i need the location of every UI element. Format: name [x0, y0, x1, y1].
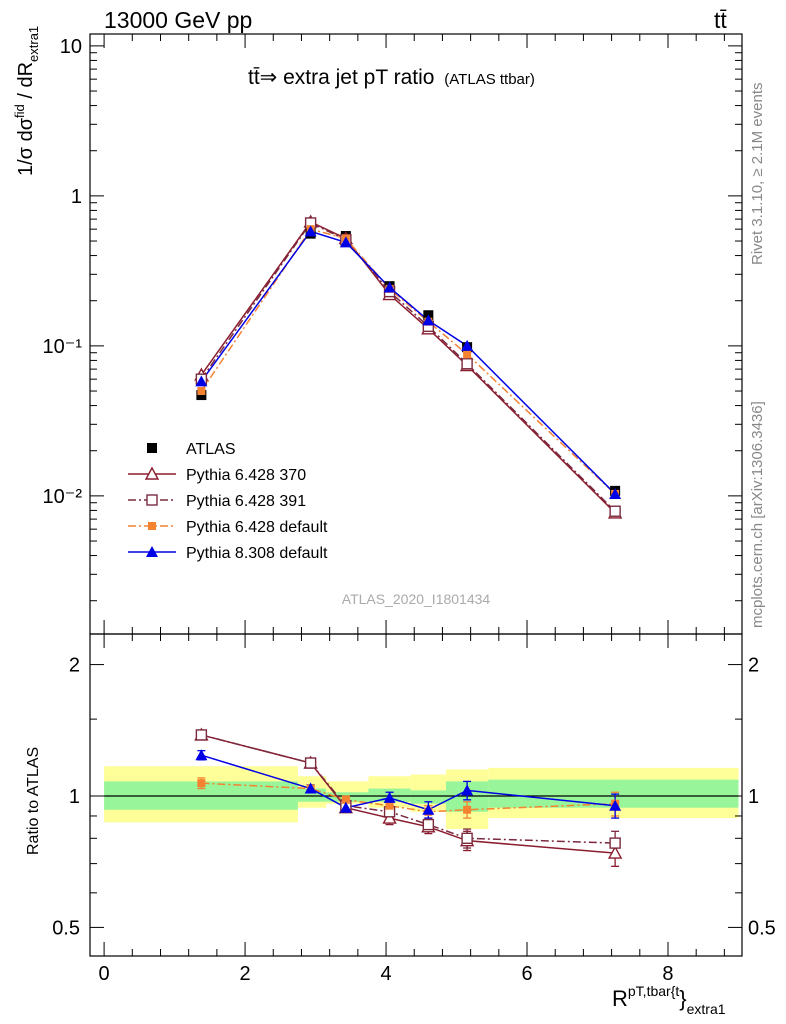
main-data-point: [339, 236, 352, 248]
ratio-bands: [104, 766, 739, 830]
main-y-tick-label: 10⁻²: [43, 486, 83, 508]
ratio-ticks: 0.5 0.5 1 1 2 2 0 2 4 6 8: [52, 634, 776, 985]
ratio-x-label: RpT,tbar{t}extra1: [612, 983, 726, 1017]
main-panel: 10⁻² 10⁻¹ 1 10 tt̄⇒ extra jet pT ratio (ATL…: [12, 26, 743, 635]
ratio-data-point: [461, 784, 474, 796]
main-y-label-sup: fid: [12, 104, 27, 118]
ratio-data-point: [304, 757, 317, 769]
ratio-band-inner: [410, 790, 446, 804]
ratio-x-tick-label: 0: [99, 963, 110, 985]
main-data-point: [463, 350, 472, 359]
ratio-frame: [89, 633, 743, 957]
legend-marker: [148, 522, 156, 530]
main-y-tick-label: 10: [60, 36, 82, 58]
legend-label: Pythia 8.308 default: [186, 545, 328, 562]
main-series-line: [200, 228, 616, 495]
ratio-x-tick-label: 4: [380, 963, 391, 985]
main-data-point: [195, 375, 208, 387]
main-y-label-part: 1/σ dσ: [15, 117, 37, 176]
chart-title: tt̄⇒ extra jet pT ratio (ATLAS ttbar): [248, 66, 535, 89]
ratio-x-tick-label: 6: [521, 963, 532, 985]
ratio-data-point: [341, 795, 350, 804]
x-label-r: R: [612, 986, 628, 1011]
main-y-label-rest: / dR: [15, 62, 37, 104]
ratio-data-point: [382, 810, 397, 824]
main-y-tick-label: 10⁻¹: [43, 336, 83, 358]
ratio-x-tick-label: 8: [662, 963, 673, 985]
legend-label: Pythia 6.428 391: [186, 493, 306, 510]
ratio-y-tick-label: 1: [69, 786, 80, 808]
legend: ATLAS Pythia 6.428 370 Pythia 6.428 391 Pyt…: [128, 441, 328, 562]
ratio-y-tick-label-right: 1: [748, 786, 759, 808]
main-series-layer: [194, 214, 623, 519]
ratio-data-point: [195, 729, 208, 741]
ratio-data-point: [422, 803, 435, 815]
main-y-label: 1/σ dσfid / dRextra1: [12, 26, 41, 176]
main-data-point: [461, 339, 474, 351]
ratio-data-point: [304, 782, 317, 794]
rivet-label: Rivet 3.1.10, ≥ 2.1M events: [749, 83, 766, 266]
ratio-data-point: [197, 779, 206, 788]
ratio-data-point: [463, 805, 472, 814]
ratio-data-point: [609, 799, 622, 811]
main-data-point: [383, 281, 396, 293]
legend-marker: [146, 546, 158, 557]
ratio-data-point: [339, 801, 352, 813]
ratio-series-layer: [194, 727, 623, 867]
x-label-brace: }: [679, 986, 686, 1011]
ratio-data-point: [609, 837, 621, 849]
legend-label: Pythia 6.428 default: [186, 519, 328, 536]
ratio-y-tick-label-right: 2: [748, 655, 759, 677]
main-ticks: 10⁻² 10⁻¹ 1 10: [43, 34, 742, 634]
ratio-data-point: [607, 845, 623, 859]
header-right: tt̄: [714, 7, 727, 33]
chart-title-suffix: (ATLAS ttbar): [444, 71, 535, 88]
legend-marker: [147, 443, 157, 453]
ratio-data-point: [385, 801, 394, 810]
ratio-y-tick-label: 2: [69, 655, 80, 677]
ratio-data-point: [422, 818, 435, 831]
main-y-tick-label: 1: [71, 186, 82, 208]
ratio-y-label: Ratio to ATLAS: [25, 747, 42, 855]
analysis-watermark: ATLAS_2020_I1801434: [342, 591, 491, 607]
ratio-x-tick-label: 2: [240, 963, 251, 985]
main-series-line: [200, 230, 616, 495]
x-label-sub: extra1: [687, 1001, 726, 1017]
ratio-data-point: [383, 791, 396, 803]
x-label-sup: pT,tbar{t: [628, 983, 679, 999]
main-data-point: [197, 387, 206, 396]
main-frame: [89, 33, 743, 635]
ratio-data-point: [195, 749, 208, 761]
legend-label: ATLAS: [186, 441, 236, 458]
main-data-point: [196, 390, 207, 401]
main-data-point: [304, 225, 317, 237]
ratio-y-tick-label-right: 0.5: [748, 917, 776, 939]
legend-marker: [146, 494, 158, 506]
header-left: 13000 GeV pp: [104, 7, 252, 33]
ratio-data-point: [461, 832, 473, 844]
main-y-label-text: 1/σ dσfid / dRextra1: [12, 26, 41, 176]
ratio-panel: 0.5 0.5 1 1 2 2 0 2 4 6 8 Ratio to ATLAS RpT,tbar{…: [25, 633, 776, 1017]
legend-marker: [144, 466, 160, 480]
main-y-label-sub: extra1: [26, 26, 41, 62]
legend-label: Pythia 6.428 370: [186, 467, 306, 484]
main-data-point: [609, 505, 621, 517]
main-data-point: [609, 487, 622, 499]
main-data-point: [461, 358, 473, 370]
mcplots-label: mcplots.cern.ch [arXiv:1306.3436]: [749, 401, 766, 628]
ratio-y-tick-label: 0.5: [52, 917, 80, 939]
chart-title-main: tt̄⇒ extra jet pT ratio: [248, 66, 434, 89]
main-data-point: [422, 314, 435, 326]
